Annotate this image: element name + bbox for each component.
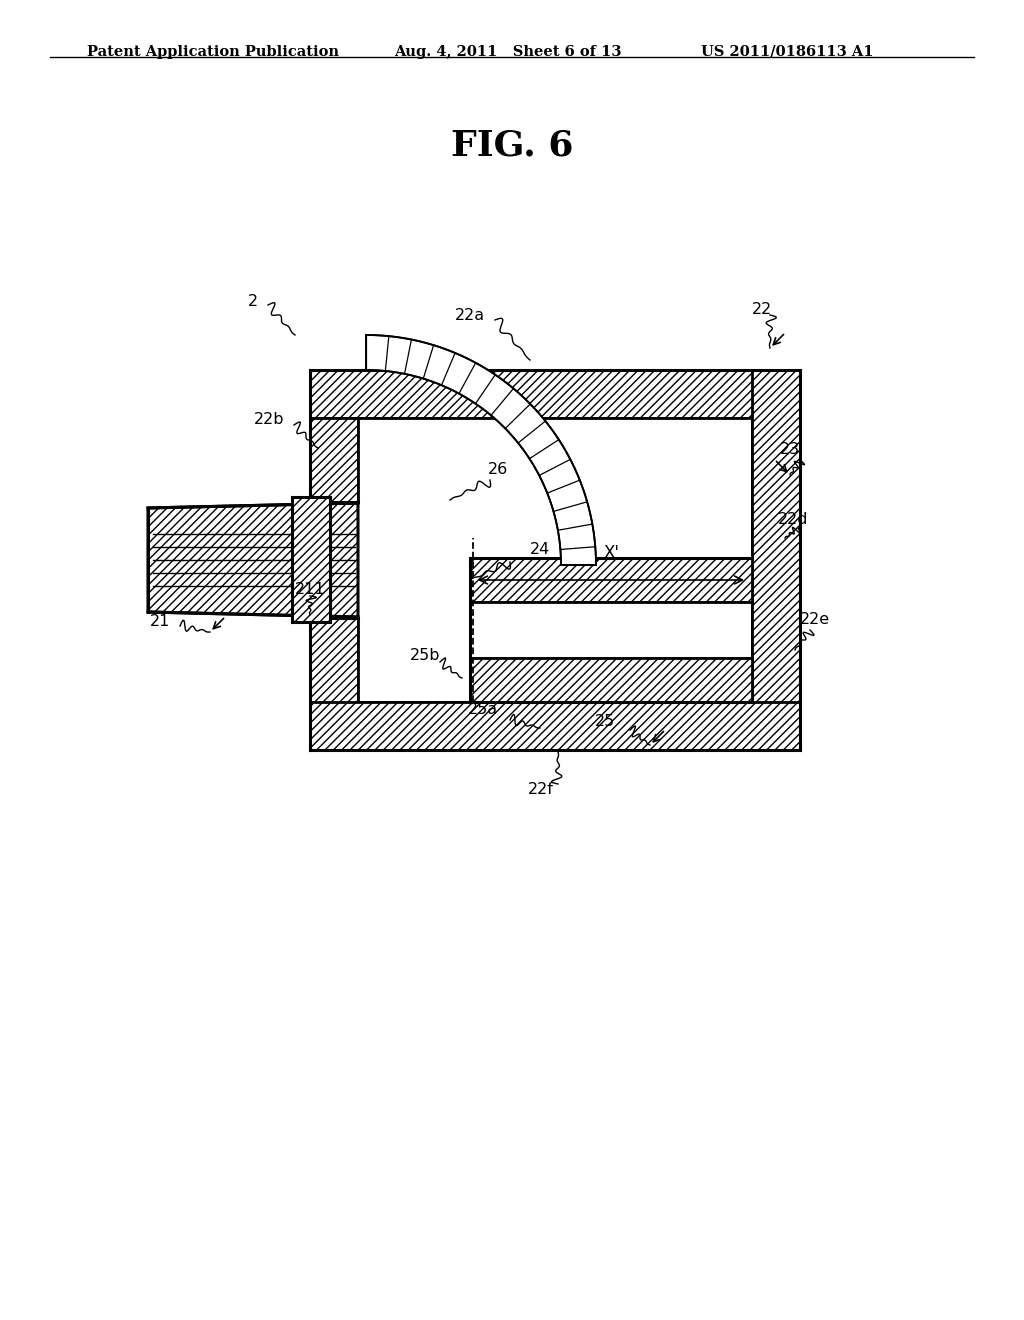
Bar (470, 657, 752, 702)
Text: Aug. 4, 2011   Sheet 6 of 13: Aug. 4, 2011 Sheet 6 of 13 (394, 45, 622, 59)
Text: 21: 21 (150, 615, 170, 630)
Text: FIG. 6: FIG. 6 (451, 128, 573, 162)
Bar (292, 498, 330, 622)
Text: 25b: 25b (410, 648, 440, 663)
Text: 22f: 22f (528, 783, 554, 797)
Bar (470, 558, 752, 602)
Polygon shape (148, 503, 358, 616)
Text: 22e: 22e (800, 612, 830, 627)
Text: 26: 26 (488, 462, 508, 478)
Text: 22b: 22b (254, 412, 285, 428)
Text: X': X' (603, 544, 618, 562)
Bar (310, 418, 358, 502)
Text: 23: 23 (780, 442, 800, 458)
Text: 25a: 25a (468, 702, 498, 718)
Text: Patent Application Publication: Patent Application Publication (87, 45, 339, 59)
Bar (310, 702, 800, 750)
Bar (752, 370, 800, 750)
Text: US 2011/0186113 A1: US 2011/0186113 A1 (701, 45, 873, 59)
Text: 2: 2 (248, 294, 258, 309)
Text: 22a: 22a (455, 308, 485, 322)
PathPatch shape (366, 335, 596, 565)
Bar (310, 370, 800, 418)
Text: 22d: 22d (778, 512, 809, 528)
Text: 22: 22 (752, 302, 772, 318)
Text: 24: 24 (530, 543, 550, 557)
Text: 25: 25 (595, 714, 615, 730)
Text: 211: 211 (295, 582, 326, 598)
Bar (310, 618, 358, 750)
